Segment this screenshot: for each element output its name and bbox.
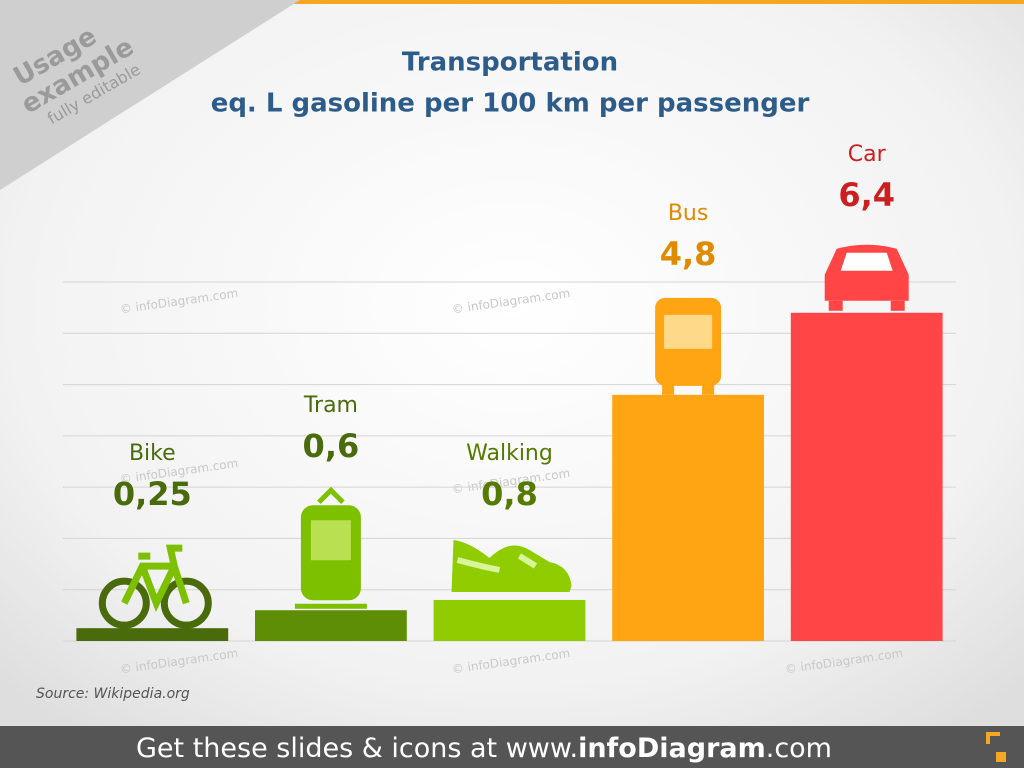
bar — [254, 610, 407, 641]
footer-brand: infoDiagram — [578, 733, 766, 764]
footer-prefix: Get these slides & icons at www. — [136, 733, 578, 764]
icon — [451, 539, 572, 592]
icon-part — [890, 300, 905, 311]
value-label: 0,25 — [113, 475, 192, 513]
bar — [76, 628, 229, 641]
category-label: Tram — [303, 393, 358, 418]
value-label: 6,4 — [838, 176, 895, 214]
icon-part — [456, 553, 538, 573]
icon-part — [451, 539, 572, 592]
category-label: Bike — [129, 441, 176, 466]
value-label: 0,6 — [303, 427, 360, 465]
footer-text: Get these slides & icons at www.infoDiag… — [136, 733, 832, 764]
icon-part — [662, 384, 675, 395]
plot: 0,25 Bike 0,6 Tram 0,8 Walking 4,8 Bus 6,4 Car — [63, 142, 956, 642]
icon-part — [98, 577, 150, 629]
value-label: 4,8 — [660, 235, 717, 273]
bar — [433, 599, 586, 641]
icon — [655, 297, 722, 395]
icon-part — [294, 486, 367, 609]
chart-title: Transportation — [402, 48, 618, 78]
icon-part — [840, 252, 893, 271]
icon-part — [664, 314, 713, 349]
icon-part — [121, 544, 190, 613]
bar — [790, 312, 943, 641]
category-label: Car — [848, 142, 887, 167]
icon — [294, 486, 367, 609]
category-label: Walking — [466, 441, 553, 466]
bar — [612, 394, 765, 641]
top-bar — [0, 0, 1024, 4]
icon-part — [828, 300, 843, 311]
ribbon — [0, 0, 300, 190]
source: Source: Wikipedia.org — [36, 686, 190, 702]
icon-part — [702, 384, 715, 395]
value-label: 0,8 — [481, 475, 538, 513]
icon-part — [310, 520, 351, 561]
icon — [98, 544, 212, 629]
icon — [824, 244, 909, 311]
icon-part — [160, 577, 212, 629]
footer-bar — [0, 726, 1024, 768]
footer-suffix: .com — [766, 733, 832, 764]
category-label: Bus — [668, 201, 709, 226]
chart-subtitle: eq. L gasoline per 100 km per passenger — [211, 89, 810, 119]
logo — [986, 732, 1006, 762]
